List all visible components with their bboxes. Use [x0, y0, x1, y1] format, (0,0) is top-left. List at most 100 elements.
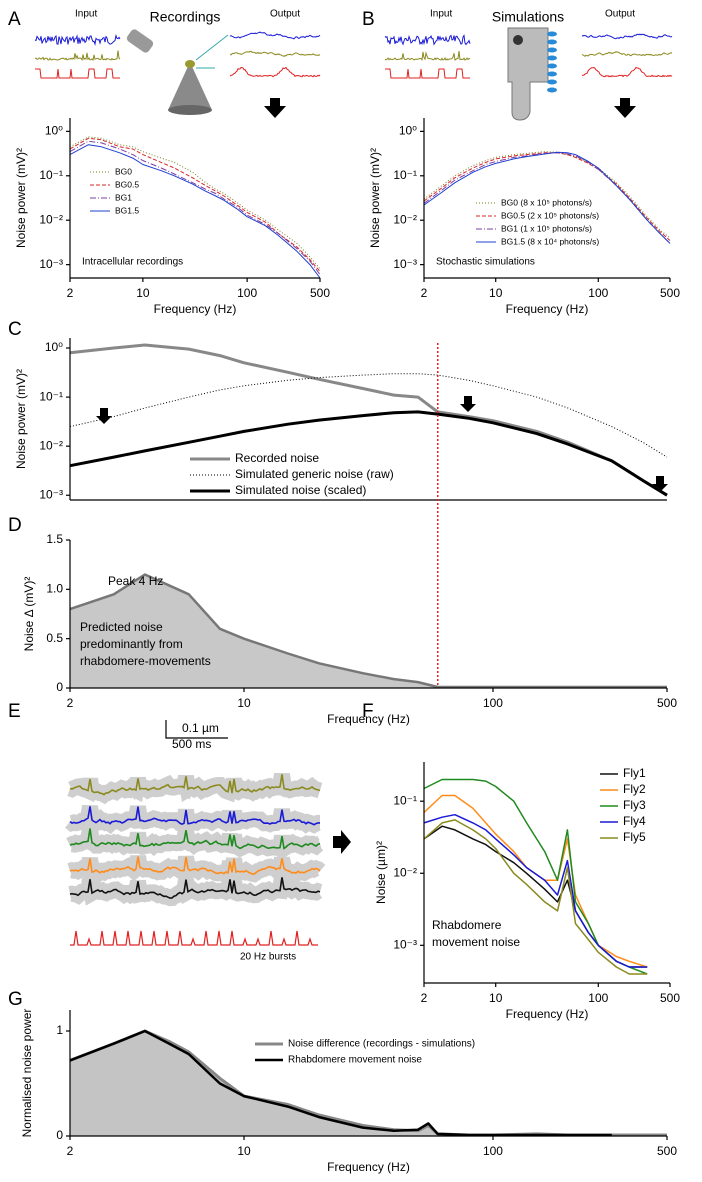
illustration-trace	[581, 66, 673, 78]
legend-label: Simulated generic noise (raw)	[235, 467, 394, 481]
annotation: Rhabdomere	[432, 918, 502, 932]
annotation: Intracellular recordings	[82, 257, 183, 268]
legend-label: Recorded noise	[235, 451, 319, 465]
illustration-trace	[384, 34, 471, 46]
x-axis-label: Frequency (Hz)	[506, 1007, 589, 1021]
legend-label: Fly3	[623, 798, 646, 812]
y-axis-label: Noise power (mV)²	[368, 148, 382, 248]
series-line	[69, 144, 321, 279]
series-line	[423, 151, 671, 239]
y-tick-label: 10⁻³	[393, 937, 417, 951]
x-tick-label: 100	[483, 1144, 503, 1158]
x-tick-label: 500	[660, 991, 680, 1005]
illustration-trace	[581, 33, 673, 40]
legend-label: Fly5	[623, 830, 646, 844]
arrow	[333, 830, 351, 854]
input-label: Input	[430, 9, 452, 20]
series-line	[69, 1029, 612, 1137]
output-label: Output	[270, 9, 300, 20]
legend-label: BG1	[115, 192, 132, 202]
annotation: Predicted noise	[80, 620, 163, 634]
movement-trace	[69, 828, 321, 850]
input-label: Input	[75, 9, 97, 20]
movement-trace	[69, 806, 320, 826]
legend-label: BG0.5 (2 x 10⁵ photons/s)	[501, 210, 599, 220]
arrow	[460, 396, 476, 412]
legend-label: BG0 (8 x 10⁵ photons/s)	[501, 197, 592, 207]
panel-letter: D	[8, 515, 22, 536]
legend-label: BG1 (1 x 10⁵ photons/s)	[501, 223, 592, 233]
series-line	[69, 140, 321, 275]
y-axis-label: Normalised noise power	[20, 1009, 34, 1138]
x-tick-label: 10	[237, 1144, 251, 1158]
x-tick-label: 100	[483, 696, 503, 710]
y-tick-label: 10⁻¹	[39, 389, 63, 403]
panel-letter: F	[362, 701, 374, 722]
x-axis-label: Frequency (Hz)	[154, 302, 237, 316]
illustration-trace	[385, 68, 470, 79]
legend-label: Fly2	[623, 782, 646, 796]
x-tick-label: 100	[588, 991, 608, 1005]
x-tick-label: 500	[657, 1144, 677, 1158]
x-tick-label: 500	[310, 286, 330, 300]
arrow	[264, 98, 286, 118]
y-tick-label: 10⁰	[399, 124, 417, 138]
x-tick-label: 2	[67, 696, 74, 710]
x-tick-label: 2	[421, 286, 428, 300]
illustration-trace	[35, 68, 120, 79]
stage-label: Simulations	[492, 9, 564, 25]
y-tick-label: 10⁻³	[393, 257, 417, 271]
legend-label: Simulated noise (scaled)	[235, 483, 366, 497]
x-tick-label: 100	[588, 286, 608, 300]
area	[70, 574, 667, 688]
illustration-trace	[229, 50, 321, 58]
y-tick-label: 10⁻²	[39, 438, 63, 452]
arrow	[614, 98, 636, 118]
series-line	[69, 343, 668, 497]
series-line	[423, 813, 648, 968]
legend-label: Fly1	[623, 766, 646, 780]
x-tick-label: 500	[657, 696, 677, 710]
x-tick-label: 100	[237, 286, 257, 300]
y-tick-label: 1	[56, 1023, 63, 1037]
x-tick-label: 500	[660, 286, 680, 300]
series-line	[69, 137, 321, 272]
y-tick-label: 1.5	[46, 532, 63, 546]
annotation: predominantly from	[80, 637, 183, 651]
electrode-setup	[126, 29, 229, 115]
y-axis-label: Noise Δ (mV)²	[22, 577, 36, 652]
y-axis-label: Noise power (mV)²	[14, 369, 28, 469]
scale-label: 500 ms	[172, 737, 211, 751]
y-tick-label: 0	[56, 1128, 63, 1142]
y-tick-label: 10⁻³	[39, 487, 63, 501]
stimulus-trace	[70, 930, 318, 946]
x-axis-label: Frequency (Hz)	[327, 712, 410, 726]
x-tick-label: 10	[136, 286, 150, 300]
legend-label: Rhabdomere movement noise	[288, 1055, 422, 1066]
y-tick-label: 10⁰	[45, 340, 63, 354]
x-axis-label: Frequency (Hz)	[506, 302, 589, 316]
x-axis-label: Frequency (Hz)	[327, 1160, 410, 1174]
y-axis-label: Noise (µm)²	[374, 841, 388, 904]
y-tick-label: 10⁻³	[39, 257, 63, 271]
y-tick-label: 10⁻¹	[393, 793, 417, 807]
x-tick-label: 2	[67, 1144, 74, 1158]
x-tick-label: 2	[421, 991, 428, 1005]
y-tick-label: 10⁻²	[393, 212, 417, 226]
stimulus-label: 20 Hz bursts	[240, 952, 296, 963]
simulation-model	[507, 27, 557, 121]
stage-label: Recordings	[150, 9, 221, 25]
legend-label: BG0	[115, 166, 132, 176]
y-tick-label: 10⁰	[45, 124, 63, 138]
y-tick-label: 10⁻¹	[39, 168, 63, 182]
illustration-trace	[581, 50, 673, 57]
series-line	[423, 151, 671, 244]
panel-letter: C	[8, 319, 22, 340]
x-tick-label: 10	[489, 286, 503, 300]
movement-trace	[69, 774, 321, 796]
legend-label: Noise difference (recordings - simulatio…	[288, 1039, 475, 1050]
legend-label: Fly4	[623, 814, 646, 828]
area	[70, 1031, 667, 1136]
